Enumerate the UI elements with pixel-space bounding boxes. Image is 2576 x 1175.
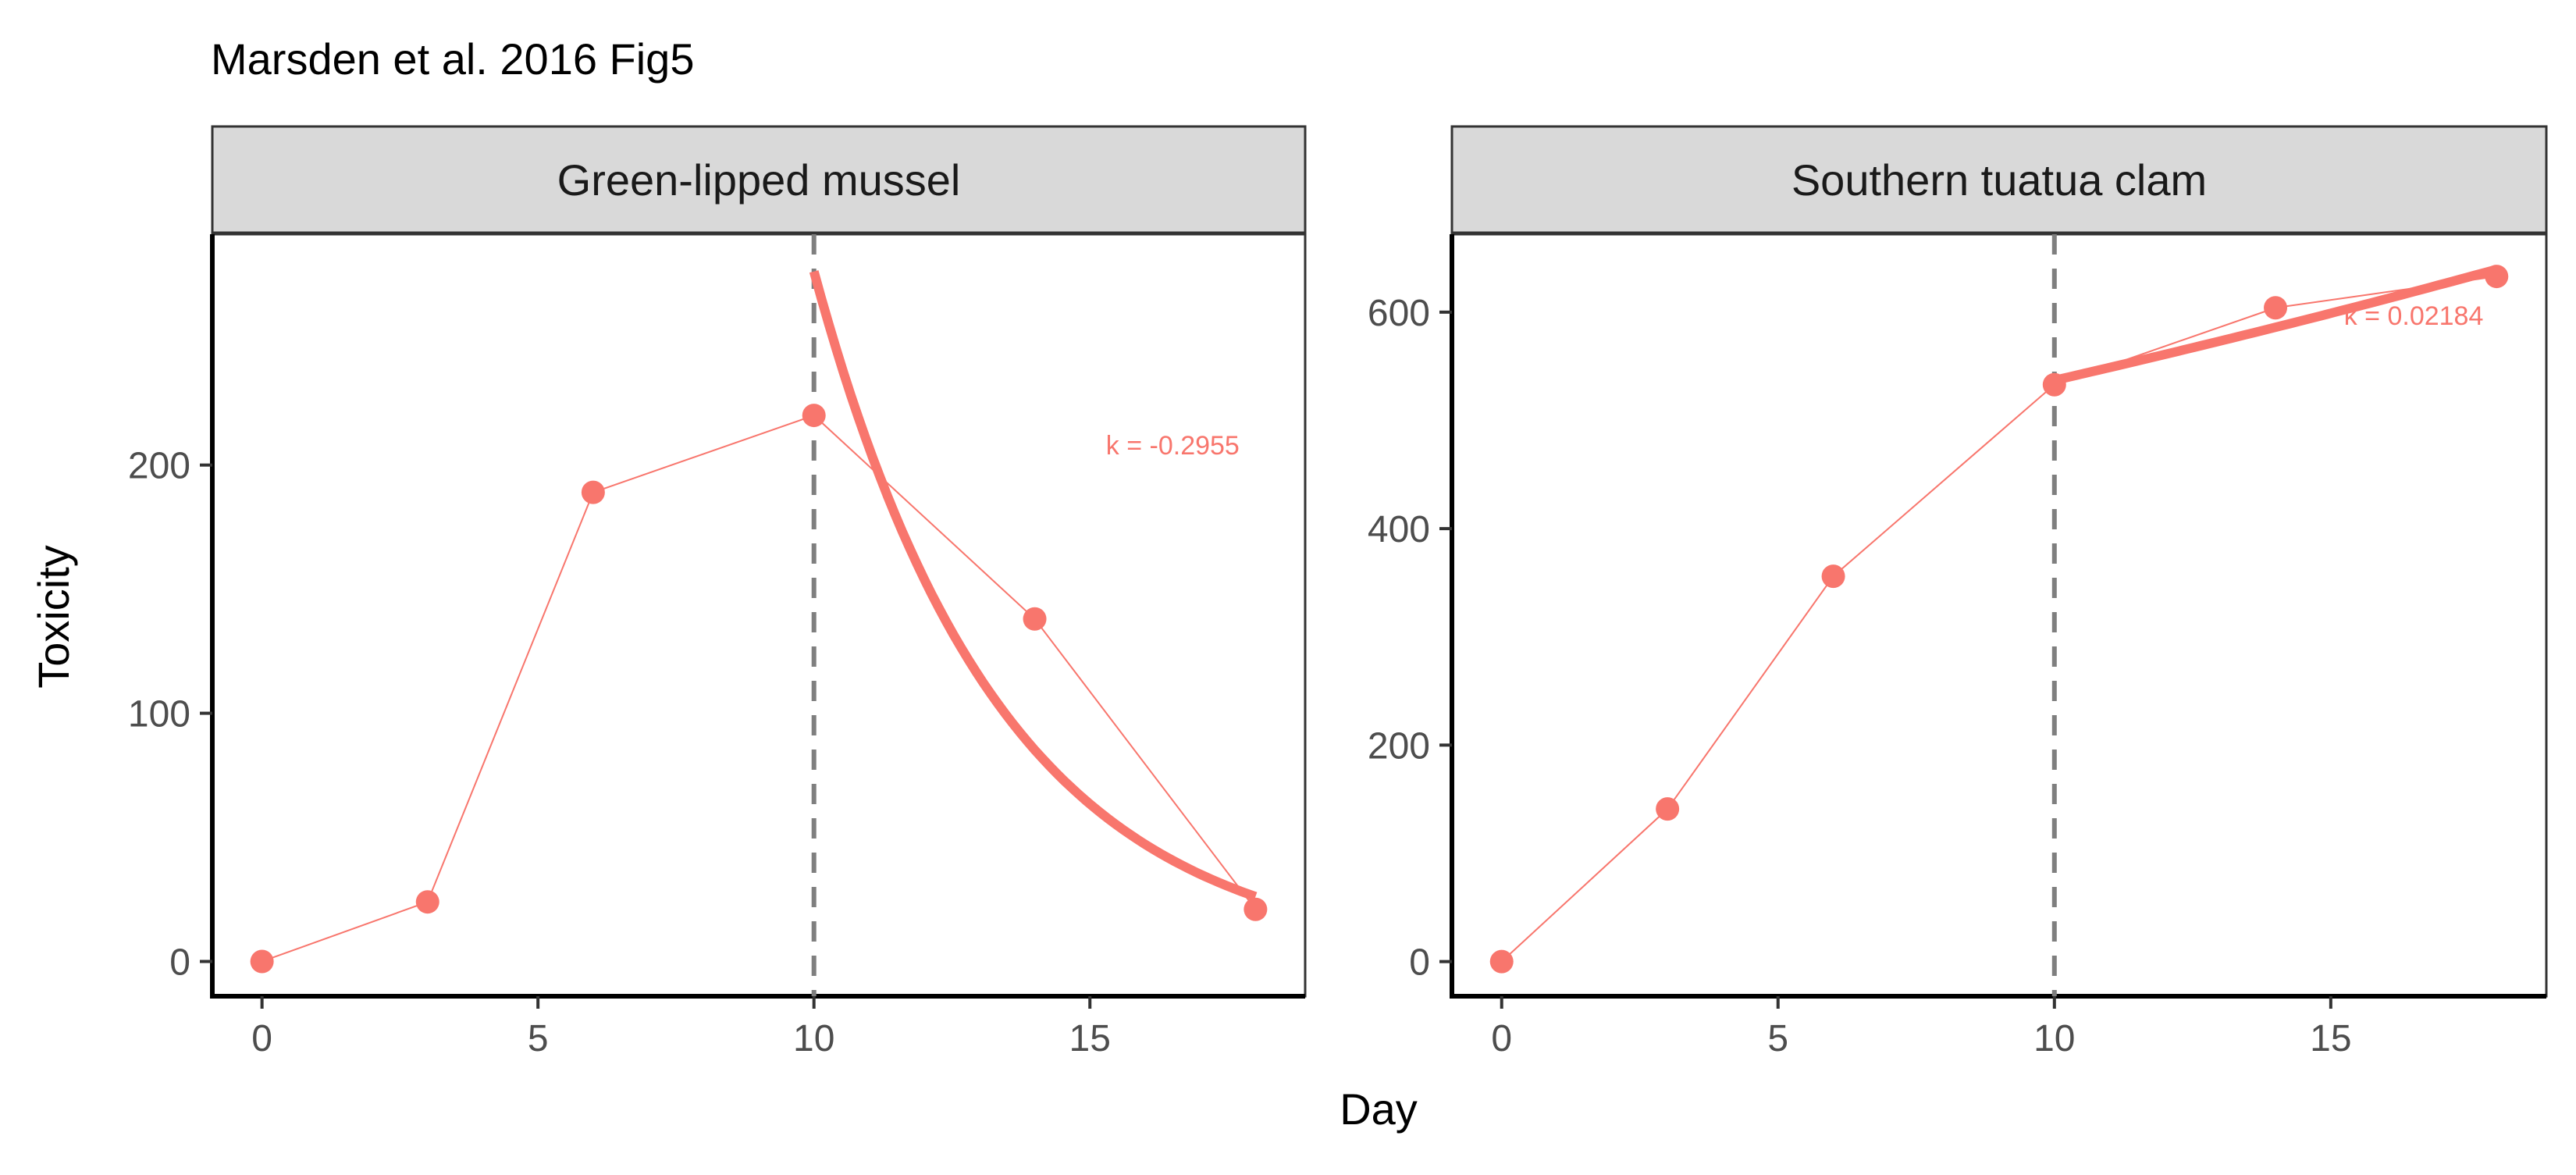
fit-curve xyxy=(2053,265,2498,386)
facet-strip xyxy=(1450,125,2548,234)
data-point xyxy=(1023,607,1047,631)
panel-border xyxy=(1450,233,2548,998)
data-point xyxy=(1821,564,1845,589)
data-point xyxy=(415,890,439,914)
y-tick-label: 0 xyxy=(169,942,190,983)
panel-2: Southern tuatua clam 0 5 10 15 0 200 400 600 k = … xyxy=(1368,125,2548,1059)
x-tick-label: 10 xyxy=(2033,1018,2075,1059)
y-tick-label: 200 xyxy=(128,446,190,487)
x-tick-label: 15 xyxy=(1069,1018,1111,1059)
data-point xyxy=(2485,265,2509,289)
facet-strip xyxy=(211,125,1307,234)
data-point xyxy=(2264,296,2288,320)
panel-border xyxy=(211,233,1307,998)
data-point xyxy=(2042,372,2066,397)
y-axis-title: Toxicity xyxy=(29,545,78,689)
y-tick-label: 0 xyxy=(1409,942,1430,984)
data-point xyxy=(802,404,826,428)
x-tick-label: 5 xyxy=(528,1018,549,1059)
y-tick-label: 100 xyxy=(128,694,190,735)
x-tick-label: 0 xyxy=(251,1018,272,1059)
x-tick-label: 0 xyxy=(1491,1018,1512,1059)
facet-strip-label: Southern tuatua clam xyxy=(1791,155,2207,205)
data-point xyxy=(1489,949,1514,974)
y-tick-label: 200 xyxy=(1368,725,1430,767)
data-point xyxy=(581,480,605,504)
data-point xyxy=(1656,797,1680,821)
facet-strip-label: Green-lipped mussel xyxy=(557,155,961,205)
x-tick-label: 5 xyxy=(1767,1018,1788,1059)
data-point xyxy=(250,949,274,974)
fit-annotation: k = -0.2955 xyxy=(1106,431,1240,461)
series-line xyxy=(262,414,1257,963)
chart-title: Marsden et al. 2016 Fig5 xyxy=(211,34,694,84)
x-tick-label: 10 xyxy=(793,1018,834,1059)
panel-1: Green-lipped mussel 0 5 10 15 0 100 200 k = -0.2… xyxy=(128,125,1307,1059)
x-axis-title: Day xyxy=(1340,1084,1418,1134)
x-tick-label: 15 xyxy=(2310,1018,2351,1059)
series-line xyxy=(1501,276,2497,963)
y-tick-label: 600 xyxy=(1368,293,1430,334)
fit-annotation: k = 0.02184 xyxy=(2344,301,2484,331)
fit-curve xyxy=(809,270,1258,902)
y-tick-label: 400 xyxy=(1368,509,1430,550)
data-point xyxy=(1244,897,1268,921)
